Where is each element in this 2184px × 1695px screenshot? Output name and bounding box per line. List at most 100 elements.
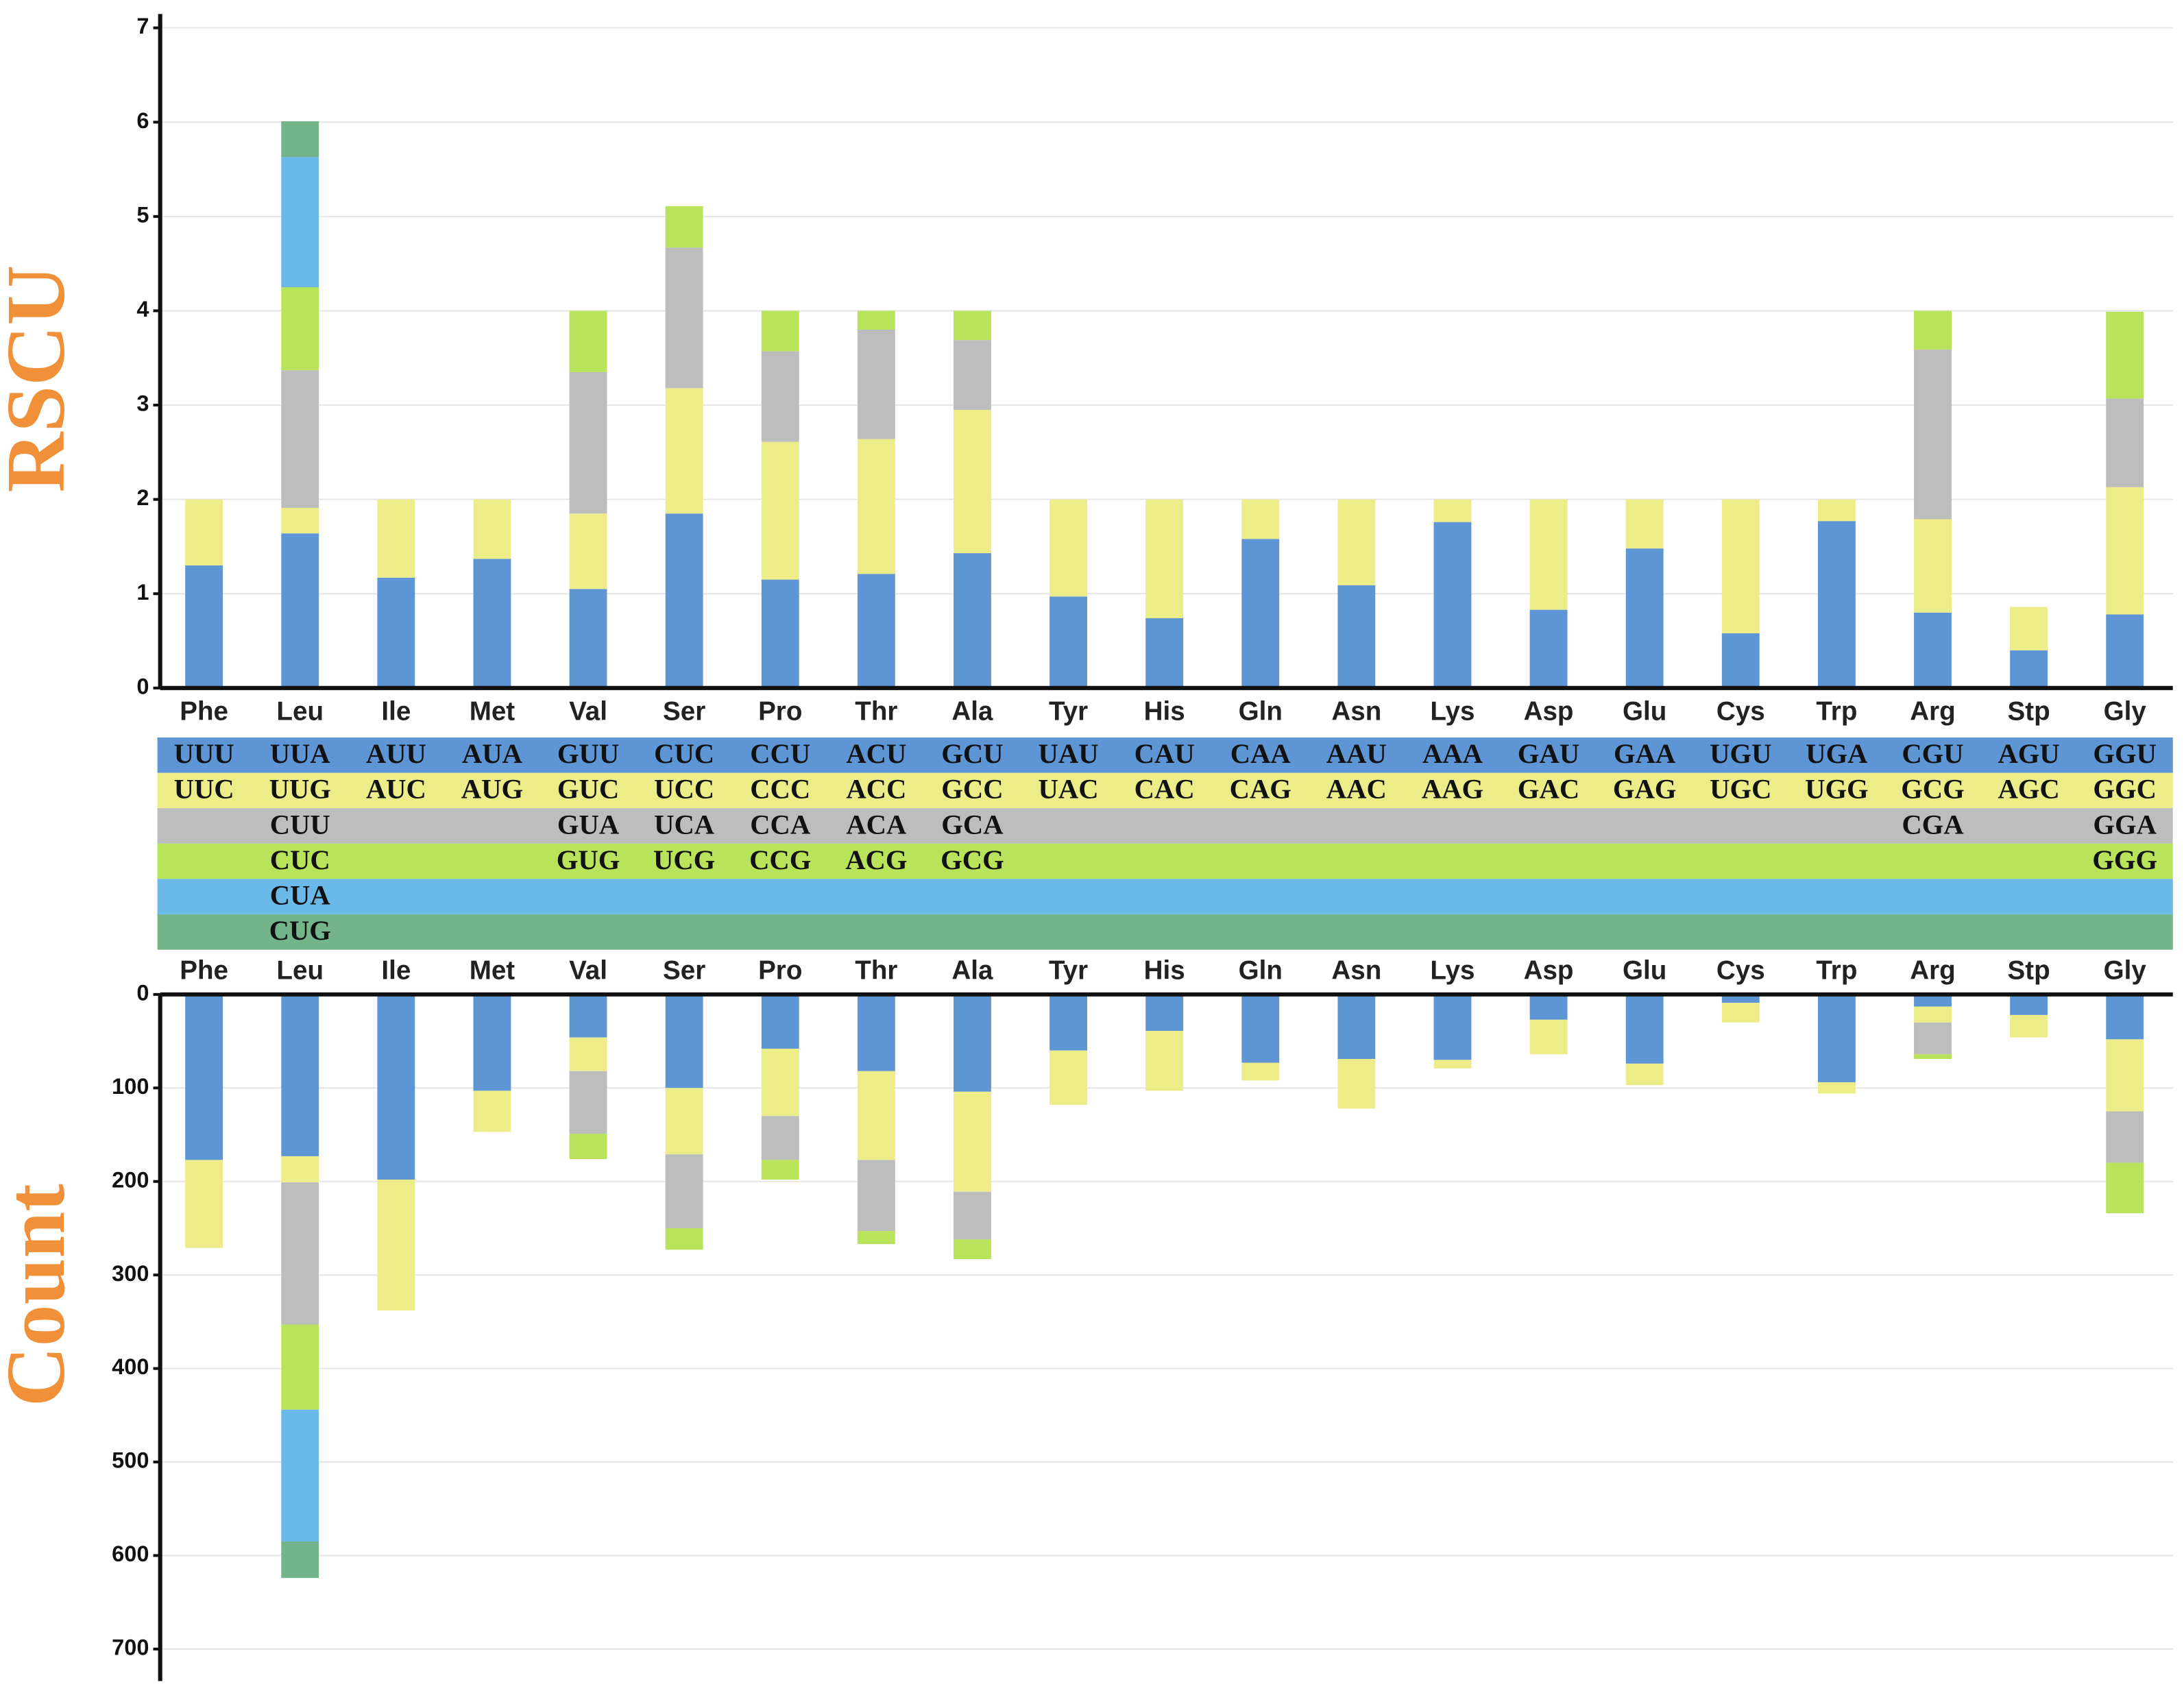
bar-segment <box>569 513 607 589</box>
bar-segment <box>569 589 607 688</box>
bar-segment <box>281 1182 319 1325</box>
x-tick-label: Val <box>569 956 607 986</box>
codon-label: GCG <box>1901 774 1965 805</box>
codon-label: AAA <box>1422 738 1483 769</box>
table-row <box>157 772 2173 809</box>
codon-label: ACG <box>845 844 907 875</box>
x-tick-label: Met <box>470 697 515 727</box>
codon-label: UGA <box>1806 738 1868 769</box>
x-tick-label: Glu <box>1623 956 1666 986</box>
bar-segment <box>857 329 895 439</box>
codon-label: GUA <box>557 809 620 840</box>
bar-segment <box>761 310 799 352</box>
bar-segment <box>1914 1022 1952 1055</box>
y-tick-label: 200 <box>112 1167 149 1192</box>
codon-label: CAC <box>1135 774 1195 805</box>
x-tick-label: Trp <box>1816 956 1857 986</box>
bar-segment <box>1914 519 1952 613</box>
bar-segment <box>1241 994 1280 1063</box>
bar-segment <box>1529 499 1568 610</box>
x-tick-label: Stp <box>2008 956 2050 986</box>
bar-segment <box>954 1191 991 1240</box>
x-tick-label: Stp <box>2008 697 2050 727</box>
bar-segment <box>1433 522 1472 688</box>
codon-label: AAG <box>1422 774 1483 805</box>
bar-segment <box>569 371 607 514</box>
codon-label: CCA <box>750 809 811 840</box>
bar-segment <box>1337 1059 1376 1109</box>
codon-label: GUU <box>557 738 619 769</box>
table-row <box>157 843 2173 879</box>
x-tick-label: Asp <box>1524 697 1574 727</box>
bar-segment <box>281 994 319 1156</box>
bar-segment <box>1145 1031 1184 1091</box>
x-tick-label: Glu <box>1623 697 1666 727</box>
bar-segment <box>281 121 319 158</box>
bar-segment <box>761 1160 799 1180</box>
bar-segment <box>473 559 511 688</box>
codon-label: GUC <box>557 774 619 805</box>
bar-segment <box>2010 1014 2048 1038</box>
bar-segment <box>1049 1050 1087 1105</box>
x-tick-label: His <box>1144 697 1185 727</box>
y-tick-label: 2 <box>136 485 149 510</box>
codon-label: AGU <box>1998 738 2059 769</box>
codon-label: GCC <box>941 774 1003 805</box>
table-row <box>157 914 2173 950</box>
bar-segment <box>2106 614 2144 688</box>
bar-segment <box>2106 487 2144 615</box>
x-tick-label: Gly <box>2104 697 2147 727</box>
codon-label: UUU <box>174 738 234 769</box>
bar-segment <box>857 310 895 330</box>
codon-label: GGU <box>2093 738 2157 769</box>
x-tick-label: Met <box>470 956 515 986</box>
bar-segment <box>1337 994 1376 1060</box>
codon-label: CAG <box>1230 774 1291 805</box>
x-tick-label: Leu <box>276 697 324 727</box>
codon-label: CUC <box>654 738 714 769</box>
bar-segment <box>665 206 703 248</box>
bar-segment <box>473 994 511 1091</box>
bar-segment <box>281 287 319 371</box>
bar-segment <box>1914 612 1952 688</box>
bar-segment <box>1049 994 1087 1051</box>
codon-label: CCC <box>750 774 810 805</box>
bar-segment <box>2106 398 2144 487</box>
x-tick-label: Pro <box>758 956 802 986</box>
bar-segment <box>1145 499 1184 619</box>
bar-segment <box>2106 1162 2144 1214</box>
bar-segment <box>665 1154 703 1228</box>
codon-label: AGC <box>1998 774 2059 805</box>
y-tick-label: 500 <box>112 1448 149 1473</box>
bar-segment <box>1337 585 1376 688</box>
bar-segment <box>954 340 991 410</box>
codon-label: GCU <box>941 738 1003 769</box>
x-tick-label: Thr <box>855 697 897 727</box>
x-tick-label: Phe <box>180 956 228 986</box>
bar-segment <box>1241 1062 1280 1081</box>
codon-label: CCG <box>749 844 811 875</box>
bar-segment <box>1625 1063 1664 1086</box>
y-tick-label: 600 <box>112 1541 149 1566</box>
bar-segment <box>1817 994 1856 1083</box>
bar-segment <box>857 1231 895 1245</box>
x-tick-label: Thr <box>855 956 897 986</box>
bar-segment <box>281 1156 319 1183</box>
y-tick-label: 0 <box>136 980 149 1005</box>
y-tick-label: 400 <box>112 1354 149 1379</box>
x-tick-label: Pro <box>758 697 802 727</box>
codon-label: CGA <box>1902 809 1964 840</box>
y-tick-label: 0 <box>136 674 149 698</box>
codon-label: AUC <box>366 774 426 805</box>
bar-segment <box>2106 1039 2144 1112</box>
bar-segment <box>857 1071 895 1160</box>
bar-segment <box>281 1324 319 1410</box>
y-tick-label: 6 <box>136 108 149 133</box>
codon-label: AAC <box>1326 774 1387 805</box>
y-tick-label: 700 <box>112 1635 149 1660</box>
codon-label: CAA <box>1230 738 1291 769</box>
bar-segment <box>1337 499 1376 585</box>
bar-segment <box>1721 499 1760 634</box>
bar-segment <box>1721 1003 1760 1023</box>
y-tick-label: 7 <box>136 14 149 38</box>
